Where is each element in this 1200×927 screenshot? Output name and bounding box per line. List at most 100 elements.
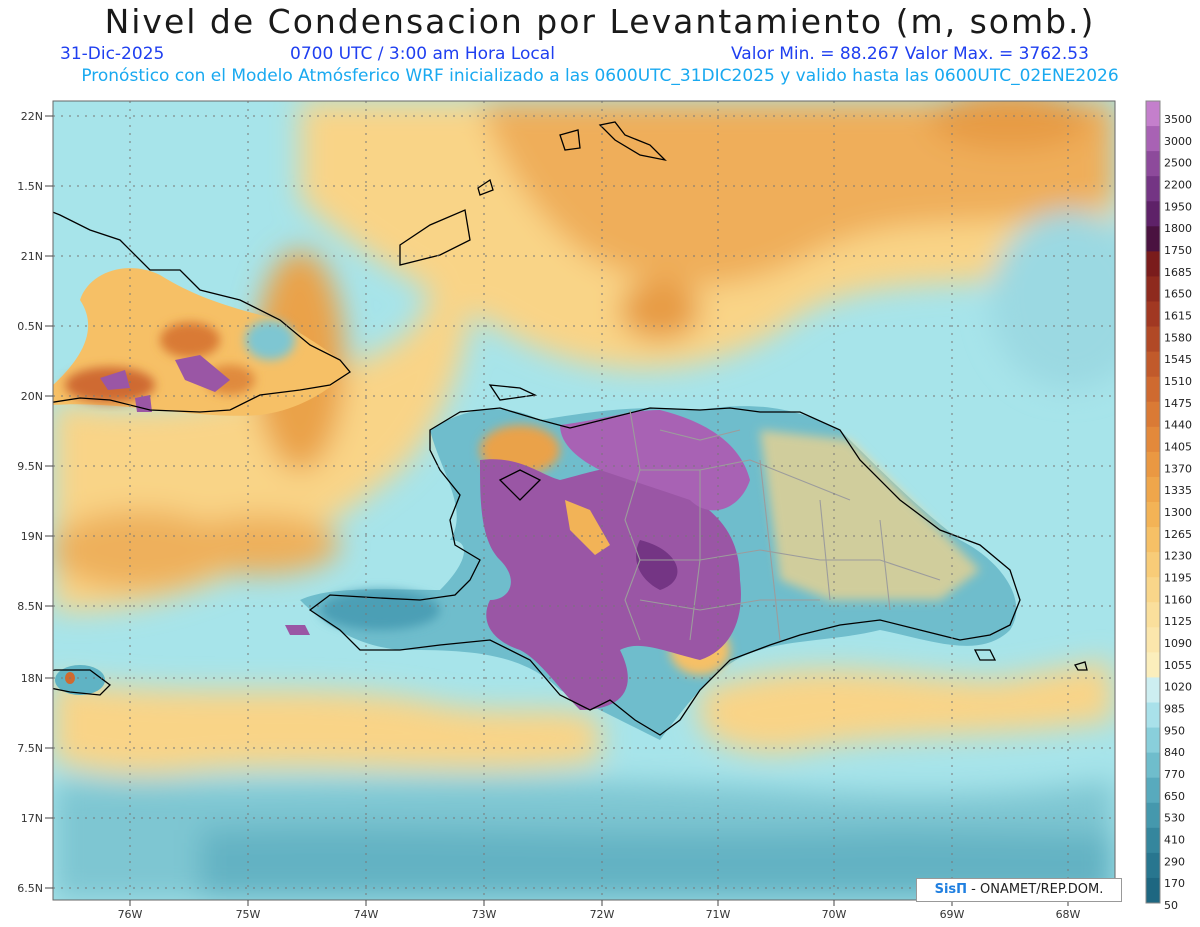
colorbar-label: 950: [1164, 724, 1185, 737]
colorbar-swatch: [1146, 852, 1160, 879]
colorbar-label: 1090: [1164, 637, 1192, 650]
colorbar-label: 3500: [1164, 113, 1192, 126]
colorbar-swatch: [1146, 251, 1160, 277]
lat-ticks: [45, 115, 53, 889]
lat-label: 22N: [21, 110, 43, 123]
lat-label: 19N: [21, 530, 43, 543]
lon-label: 70W: [822, 908, 847, 921]
lat-label: 7.5N: [17, 742, 43, 755]
colorbar-label: 1580: [1164, 331, 1192, 344]
colorbar-swatch: [1146, 652, 1160, 678]
lat-label: 0.5N: [17, 320, 43, 333]
forecast-date: 31-Dic-2025: [60, 44, 165, 64]
lcl-field: [53, 101, 1115, 900]
colorbar-frame: [1145, 100, 1161, 904]
colorbar-label: 1055: [1164, 659, 1192, 672]
colorbar-label: 530: [1164, 812, 1185, 825]
colorbar-swatch: [1146, 577, 1160, 603]
lat-labels: 22N 1.5N 21N 0.5N 20N 9.5N 19N 8.5N 18N …: [17, 110, 43, 895]
colorbar: 3500 3000 2500 2200 1950 1800 1750 1685 1650 1615…: [1145, 100, 1192, 912]
colorbar-label: 1800: [1164, 222, 1192, 235]
sispi-logo: SisΠ: [934, 882, 968, 897]
colorbar-label: 1160: [1164, 593, 1192, 606]
colorbar-label: 770: [1164, 768, 1185, 781]
colorbar-swatch: [1146, 827, 1160, 854]
colorbar-label: 1650: [1164, 288, 1192, 301]
lon-label: 75W: [236, 908, 261, 921]
colorbar-swatch: [1146, 226, 1160, 252]
map-frame: [52, 100, 1116, 901]
colorbar-swatch: [1146, 702, 1160, 729]
colorbar-label: 410: [1164, 834, 1185, 847]
value-range: Valor Min. = 88.267 Valor Max. = 3762.53: [731, 44, 1089, 64]
colorbar-swatch: [1146, 627, 1160, 653]
colorbar-swatch: [1146, 602, 1160, 628]
model-info: Pronóstico con el Modelo Atmósferico WRF…: [81, 66, 1119, 86]
lon-label: 69W: [940, 908, 965, 921]
colorbar-label: 1615: [1164, 310, 1192, 323]
lat-label: 1.5N: [17, 180, 43, 193]
colorbar-swatch: [1146, 502, 1160, 528]
colorbar-swatch: [1146, 376, 1160, 403]
forecast-time: 0700 UTC / 3:00 am Hora Local: [290, 44, 555, 64]
colorbar-swatch: [1146, 326, 1160, 353]
colorbar-label: 1195: [1164, 572, 1192, 585]
lat-label: 6.5N: [17, 882, 43, 895]
colorbar-label: 1370: [1164, 462, 1192, 475]
lon-label: 76W: [118, 908, 143, 921]
colorbar-label: 290: [1164, 855, 1185, 868]
colorbar-label: 2500: [1164, 157, 1192, 170]
lon-label: 73W: [472, 908, 497, 921]
colorbar-label: 1685: [1164, 266, 1192, 279]
colorbar-swatch: [1146, 101, 1160, 127]
colorbar-label: 1020: [1164, 681, 1192, 694]
province-borders: [624, 409, 941, 641]
lon-label: 71W: [706, 908, 731, 921]
colorbar-swatch: [1146, 151, 1160, 177]
colorbar-label: 2200: [1164, 179, 1192, 192]
lat-label: 9.5N: [17, 460, 43, 473]
lon-label: 68W: [1056, 908, 1081, 921]
colorbar-swatch: [1146, 677, 1160, 703]
colorbar-label: 1510: [1164, 375, 1192, 388]
colorbar-swatch: [1146, 877, 1160, 904]
colorbar-label: 1405: [1164, 441, 1192, 454]
lon-label: 72W: [590, 908, 615, 921]
credit-box: SisΠ - ONAMET/REP.DOM.: [916, 878, 1122, 902]
lat-label: 20N: [21, 390, 43, 403]
colorbar-swatch: [1146, 351, 1160, 378]
colorbar-swatch: [1146, 727, 1160, 754]
coastlines: [53, 121, 1088, 736]
lon-labels: 76W 75W 74W 73W 72W 71W 70W 69W 68W: [118, 908, 1081, 921]
lat-label: 18N: [21, 672, 43, 685]
colorbar-label: 1475: [1164, 397, 1192, 410]
colorbar-label: 50: [1164, 899, 1178, 912]
graticule: [53, 101, 1115, 900]
colorbar-swatch: [1146, 476, 1160, 503]
colorbar-swatch: [1146, 401, 1160, 428]
colorbar-swatch: [1146, 176, 1160, 202]
lon-label: 74W: [354, 908, 379, 921]
colorbar-label: 1750: [1164, 244, 1192, 257]
colorbar-label: 650: [1164, 790, 1185, 803]
map-title: Nivel de Condensacion por Levantamiento …: [104, 2, 1096, 41]
lat-label: 21N: [21, 250, 43, 263]
colorbar-swatch: [1146, 426, 1160, 453]
colorbar-swatch: [1146, 527, 1160, 553]
colorbar-label: 840: [1164, 746, 1185, 759]
colorbar-label: 1265: [1164, 528, 1192, 541]
colorbar-swatch: [1146, 752, 1160, 779]
colorbar-label: 1950: [1164, 200, 1192, 213]
colorbar-swatch: [1146, 276, 1160, 302]
lat-label: 8.5N: [17, 600, 43, 613]
colorbar-swatch: [1146, 301, 1160, 328]
lon-ticks: [129, 900, 1069, 906]
colorbar-label: 3000: [1164, 135, 1192, 148]
colorbar-label: 1545: [1164, 353, 1192, 366]
colorbar-label: 170: [1164, 877, 1185, 890]
colorbar-swatch: [1146, 552, 1160, 578]
colorbar-swatch: [1146, 451, 1160, 478]
colorbar-label: 1230: [1164, 550, 1192, 563]
colorbar-label: 1440: [1164, 419, 1192, 432]
